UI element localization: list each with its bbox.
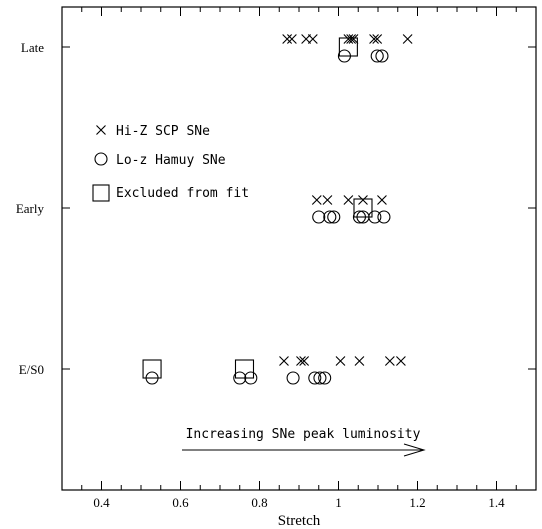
legend-label-hi-z: Hi-Z SCP SNe <box>116 124 210 139</box>
lo-z-point <box>377 210 391 224</box>
hi-z-point <box>296 356 306 366</box>
x-tick-labels: 0.4 0.6 0.8 1 1.2 1.4 <box>93 495 505 510</box>
hi-z-point <box>307 34 318 44</box>
hi-z-point <box>282 34 293 44</box>
hi-z-point <box>343 195 354 205</box>
x-tick-label: 0.6 <box>172 495 189 510</box>
x-axis-title: Stretch <box>278 513 321 529</box>
legend-item-lo-z: Lo-z Hamuy SNe <box>94 152 226 168</box>
excluded-point <box>353 198 373 218</box>
lo-z-point <box>327 210 341 224</box>
lo-z-point <box>312 210 326 224</box>
hi-z-point <box>279 356 289 366</box>
hi-z-point <box>299 356 310 366</box>
axis-ticks <box>61 7 537 490</box>
y-category-label: Late <box>21 40 44 55</box>
legend-square-icon <box>92 184 110 202</box>
lo-z-point <box>323 210 337 224</box>
hi-z-point <box>384 356 395 366</box>
y-category-labels: Late Early E/S0 <box>16 40 45 377</box>
hi-z-point <box>322 195 333 205</box>
hi-z-point <box>335 356 346 366</box>
luminosity-annotation: Increasing SNe peak luminosity <box>182 427 426 457</box>
legend-cross-mark <box>96 125 106 135</box>
legend-item-hi-z: Hi-Z SCP SNe <box>96 124 210 139</box>
data-marks <box>142 34 413 385</box>
annotation-text: Increasing SNe peak luminosity <box>186 427 421 442</box>
hi-z-point <box>311 195 322 205</box>
hi-z-point <box>343 34 354 44</box>
hi-z-point <box>354 356 365 366</box>
legend-label-excluded: Excluded from fit <box>116 186 249 201</box>
lo-z-point <box>370 49 384 63</box>
y-category-label: Early <box>16 201 45 216</box>
lo-z-point <box>375 49 389 63</box>
x-tick-label: 1 <box>335 495 342 510</box>
legend-cross-icon <box>96 125 106 135</box>
x-tick-label: 0.8 <box>251 495 267 510</box>
legend-circle-mark <box>94 152 108 166</box>
lo-z-point <box>308 371 322 385</box>
annotation-arrow-head-icon <box>403 443 426 457</box>
x-tick-label: 0.4 <box>93 495 110 510</box>
hi-z-point <box>348 34 359 44</box>
hi-z-point <box>346 34 357 44</box>
lo-z-point <box>313 371 327 385</box>
excluded-point <box>142 359 162 379</box>
legend-item-excluded: Excluded from fit <box>92 184 249 202</box>
plot-frame <box>61 6 537 491</box>
hi-z-point <box>369 34 379 44</box>
legend-label-lo-z: Lo-z Hamuy SNe <box>116 153 226 168</box>
hi-z-point <box>402 34 413 44</box>
legend-circle-icon <box>94 152 108 166</box>
hi-z-point <box>377 195 387 205</box>
legend: Hi-Z SCP SNe Lo-z Hamuy SNe Excluded fro… <box>92 124 249 202</box>
lo-z-point <box>286 371 300 385</box>
excluded-point <box>338 37 358 57</box>
hi-z-point <box>396 356 406 366</box>
hi-z-point <box>287 34 297 44</box>
hi-z-point <box>372 34 383 44</box>
excluded-point <box>234 359 255 379</box>
x-tick-label: 1.2 <box>409 495 425 510</box>
lo-z-point <box>318 371 332 385</box>
x-tick-label: 1.4 <box>488 495 505 510</box>
legend-square-mark <box>92 184 110 202</box>
hi-z-point <box>358 195 368 205</box>
y-category-label: E/S0 <box>19 362 44 377</box>
